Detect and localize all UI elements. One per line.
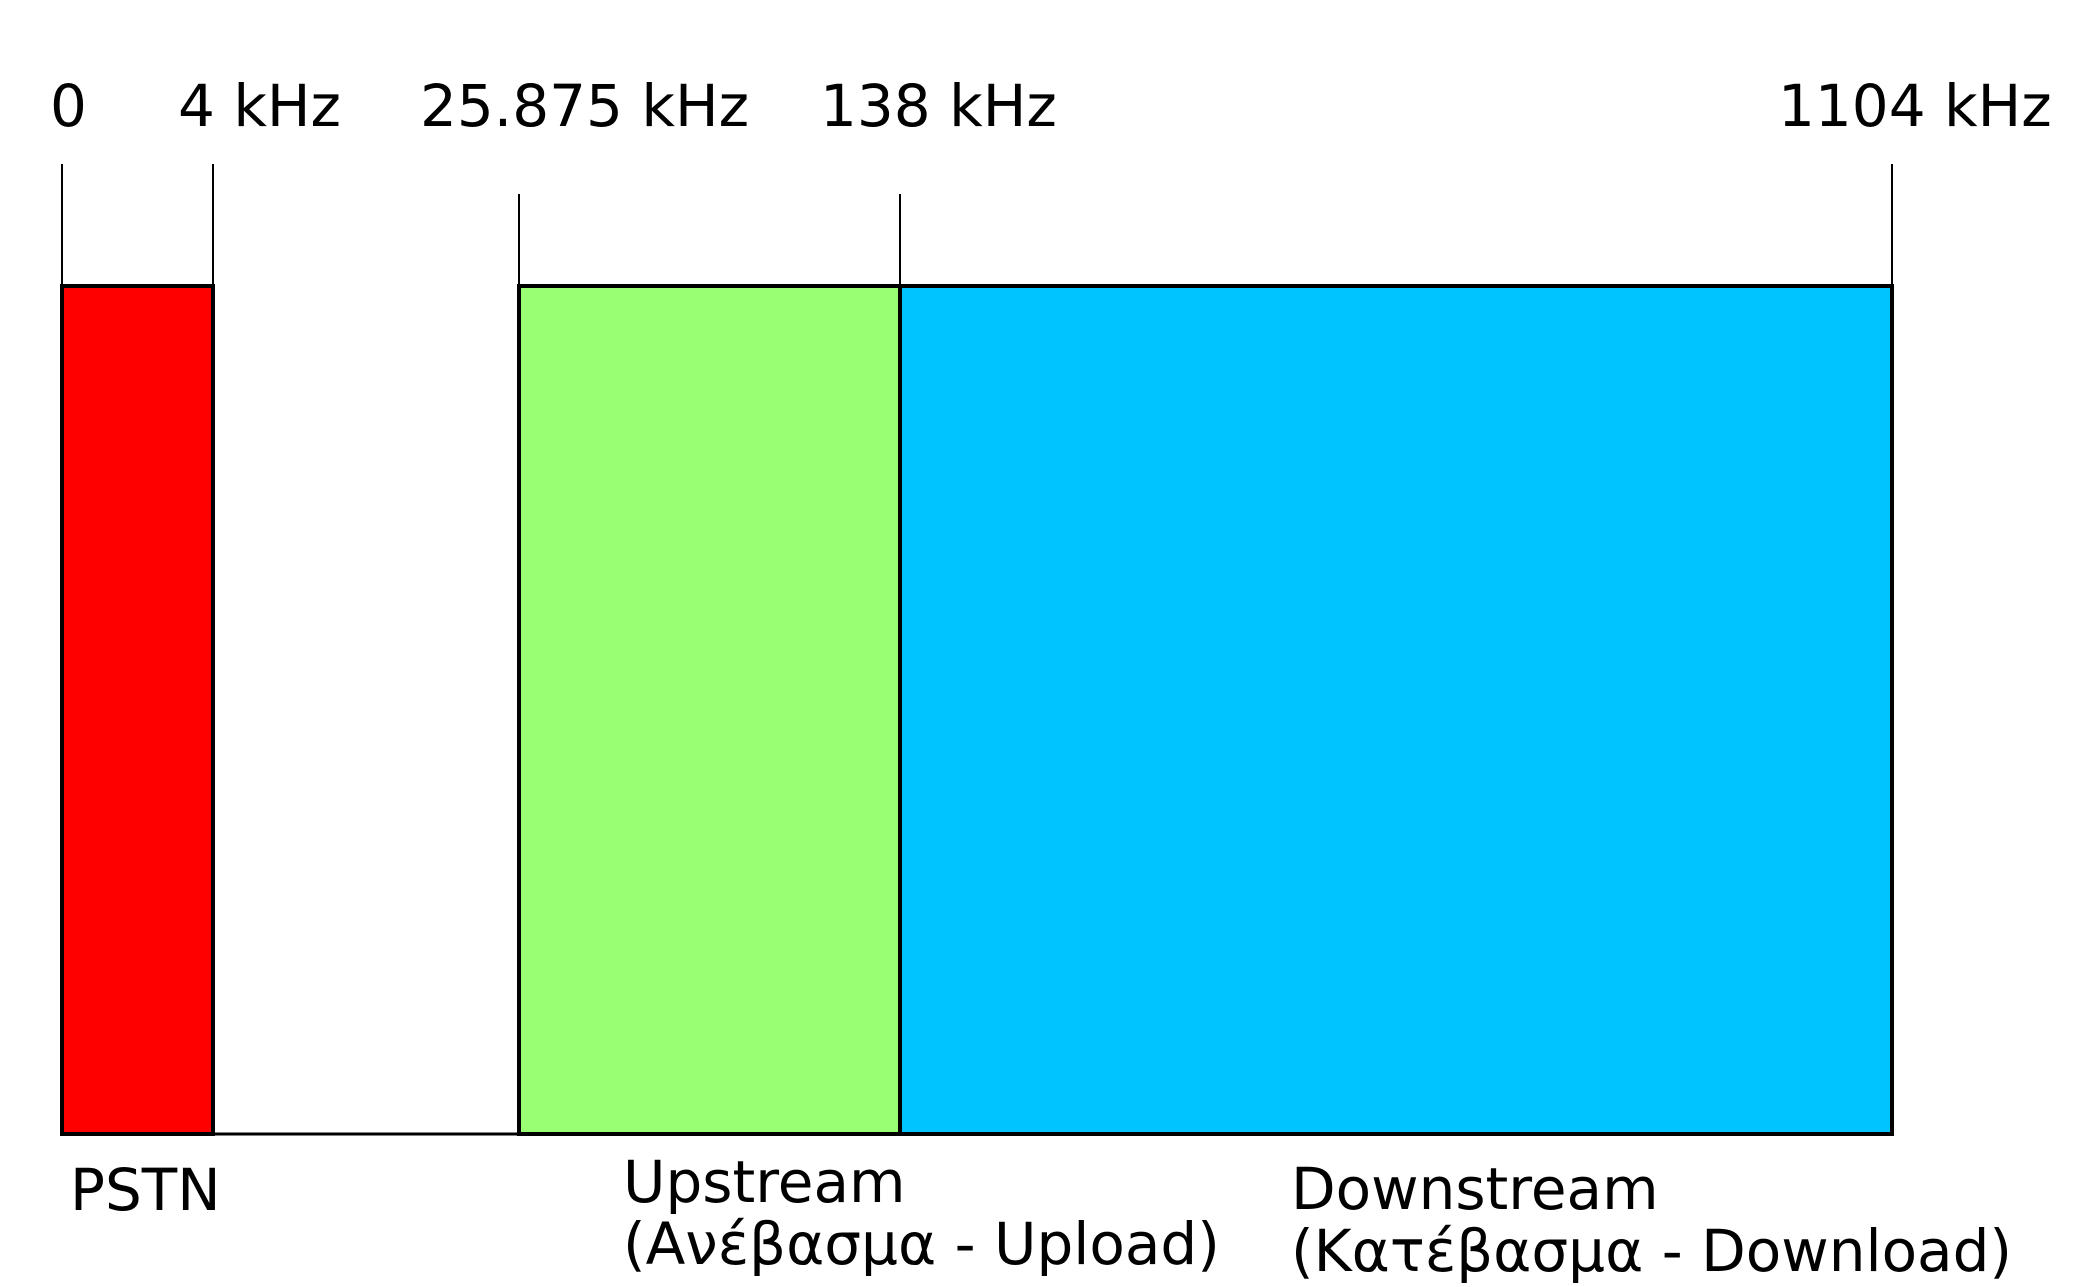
band-pstn-rect <box>60 284 215 1136</box>
band-downstream-rect <box>898 284 1894 1136</box>
tick-label-0: 0 <box>50 72 87 140</box>
tick-label-4khz: 4 kHz <box>178 72 341 140</box>
band-sublabel-downstream: (Κατέβασμα - Download) <box>1291 1217 2012 1285</box>
band-upstream-rect <box>517 284 902 1136</box>
band-sublabel-upstream: (Ανέβασμα - Upload) <box>623 1210 1220 1278</box>
tick-label-1104khz: 1104 kHz <box>1778 72 2052 140</box>
tick-label-138khz: 138 kHz <box>820 72 1057 140</box>
band-label-downstream: Downstream <box>1291 1155 1659 1223</box>
tick-label-25875khz: 25.875 kHz <box>420 72 749 140</box>
band-label-upstream: Upstream <box>623 1148 906 1216</box>
band-label-pstn: PSTN <box>70 1156 221 1224</box>
